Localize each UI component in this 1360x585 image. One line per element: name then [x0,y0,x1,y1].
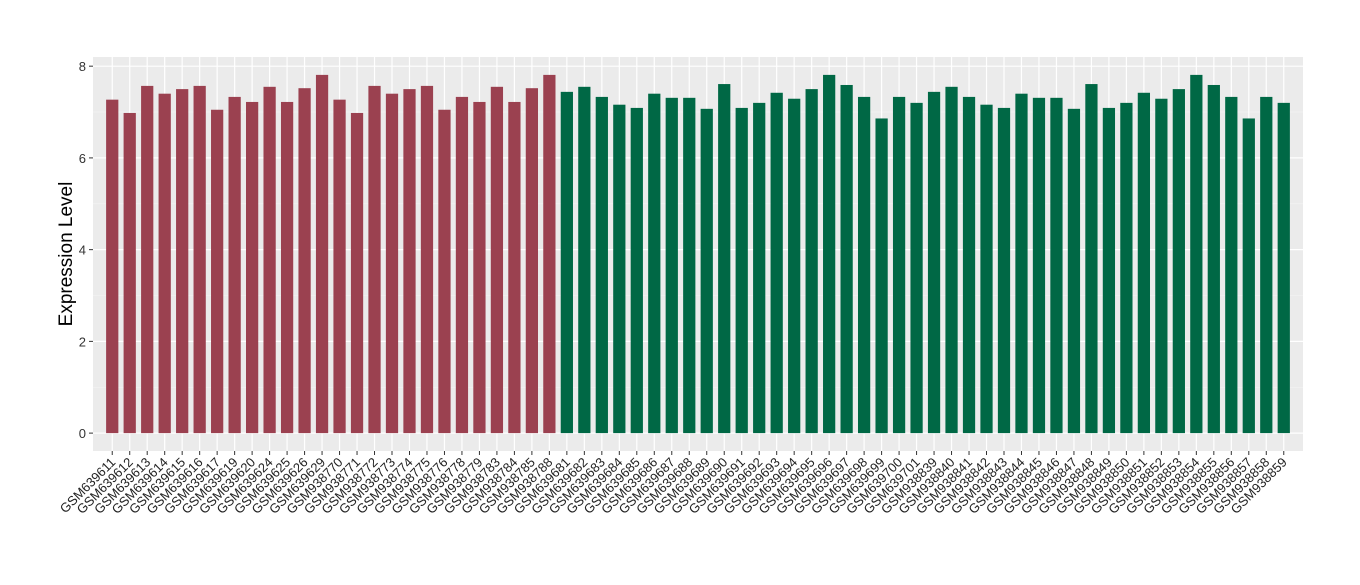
bar [1172,89,1185,434]
bar [910,102,923,434]
bar [368,85,381,434]
bar [770,92,783,434]
bar [823,74,836,434]
bar [1190,74,1203,434]
bar [473,101,486,434]
bar [106,99,119,434]
bar [962,96,976,434]
bar [333,99,346,434]
bar [123,112,136,434]
x-axis: GSM639611GSM639612GSM639613GSM639614GSM6… [57,451,1290,517]
bar [840,84,853,434]
y-tick-label: 2 [79,334,86,349]
bar [945,86,958,434]
bar [805,89,818,434]
bar [1277,102,1290,434]
bar [735,107,748,434]
bar [228,96,241,434]
bar [753,102,766,434]
y-axis: 0 2 4 6 8 [79,59,93,441]
y-tick-label: 8 [79,59,86,74]
bar [438,109,451,434]
bar [648,93,661,434]
bar [578,86,591,434]
y-tick-label: 6 [79,151,86,166]
bar [245,101,259,434]
bar [1260,96,1273,434]
bar [211,109,224,434]
bar [997,107,1011,434]
bar [280,101,294,434]
y-axis-label: Expression Level [56,182,77,327]
bar [1120,102,1133,434]
bar [980,104,993,434]
bar [1085,84,1098,434]
bar [420,85,434,434]
bar [1242,118,1255,434]
bar [630,107,643,434]
bar [927,91,941,434]
bar [788,98,801,434]
bar [543,74,556,434]
bar [665,97,678,434]
bar [141,85,154,434]
bar [857,96,871,434]
bar [1137,92,1151,434]
bar [298,88,311,434]
plot-panel [93,57,1303,451]
bar [1050,97,1063,434]
bar [315,74,329,434]
bar [158,93,171,434]
bar [700,108,713,434]
bar [1207,84,1220,434]
bar [613,104,626,434]
bar [176,89,189,434]
bar [490,86,504,434]
y-tick-label: 4 [79,243,86,258]
bar [595,96,608,434]
bar [455,96,469,434]
bar [892,96,906,434]
bar [1155,98,1168,434]
bar [508,101,521,434]
bar [403,89,416,434]
bar [1102,107,1116,434]
bar [875,118,888,434]
bars [106,74,1290,434]
bar [193,85,206,434]
bar [525,88,539,434]
y-tick-label: 0 [79,426,86,441]
bar [385,93,399,434]
bar [350,112,364,434]
bar [263,86,276,434]
bar [1015,93,1028,434]
bar [1032,97,1046,434]
bar [560,91,573,434]
bar [683,97,696,434]
bar [718,84,731,434]
bar [1225,96,1238,434]
bar [1067,108,1081,434]
